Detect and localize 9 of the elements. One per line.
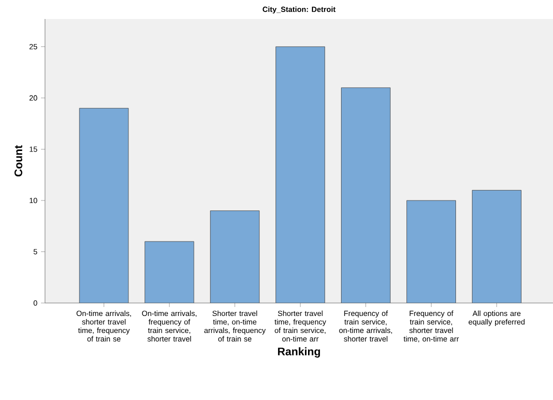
bar (472, 190, 522, 303)
bar (210, 210, 260, 303)
y-axis-title: Count (14, 145, 22, 176)
bar (406, 200, 456, 303)
bar (144, 241, 194, 303)
bar (276, 46, 326, 303)
bar (79, 108, 129, 303)
x-axis-title: Ranking (278, 347, 320, 358)
bar (341, 87, 390, 303)
